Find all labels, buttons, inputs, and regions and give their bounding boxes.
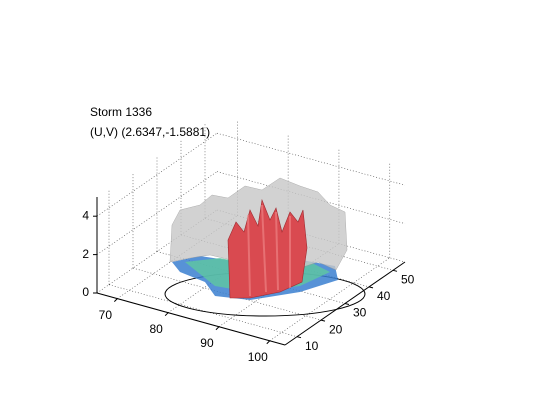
x-tick xyxy=(113,298,118,302)
grid-line xyxy=(96,171,218,255)
chart-title: Storm 1336 xyxy=(90,105,152,119)
x-tick-label: 70 xyxy=(99,308,113,322)
y-tick xyxy=(368,286,374,289)
y-tick-label: 30 xyxy=(353,306,367,320)
isosurfaces xyxy=(164,177,366,317)
y-tick-label: 10 xyxy=(305,339,319,353)
z-tick-label: 4 xyxy=(82,208,89,222)
y-tick xyxy=(296,336,302,339)
grid-line xyxy=(132,267,322,321)
y-tick xyxy=(392,269,398,272)
grid-line xyxy=(96,132,218,217)
grid-line xyxy=(216,171,406,224)
y-tick-label: 40 xyxy=(377,289,391,303)
y-tick-label: 20 xyxy=(329,322,343,336)
x-axis xyxy=(96,292,286,346)
grid-line xyxy=(269,257,390,342)
grid-line xyxy=(216,209,406,263)
grid-line xyxy=(96,209,218,294)
z-tick-label: 2 xyxy=(82,247,89,261)
x-tick xyxy=(164,312,169,317)
grid-line xyxy=(108,284,298,337)
x-tick-label: 100 xyxy=(248,350,268,364)
x-tick xyxy=(215,326,220,331)
grid-line xyxy=(156,251,346,304)
z-tick-label: 0 xyxy=(82,285,89,299)
grid-line xyxy=(204,218,394,271)
x-tick-label: 80 xyxy=(149,322,163,336)
y-tick xyxy=(344,303,350,305)
grid-line xyxy=(216,132,406,186)
x-tick xyxy=(266,340,271,345)
x-tick-label: 90 xyxy=(200,336,214,350)
chart-subtitle: (U,V) (2.6347,-1.5881) xyxy=(90,125,210,139)
core-highlight xyxy=(247,204,291,297)
y-tick xyxy=(320,319,326,322)
y-tick-label: 50 xyxy=(401,272,415,286)
grid-line xyxy=(180,234,370,288)
